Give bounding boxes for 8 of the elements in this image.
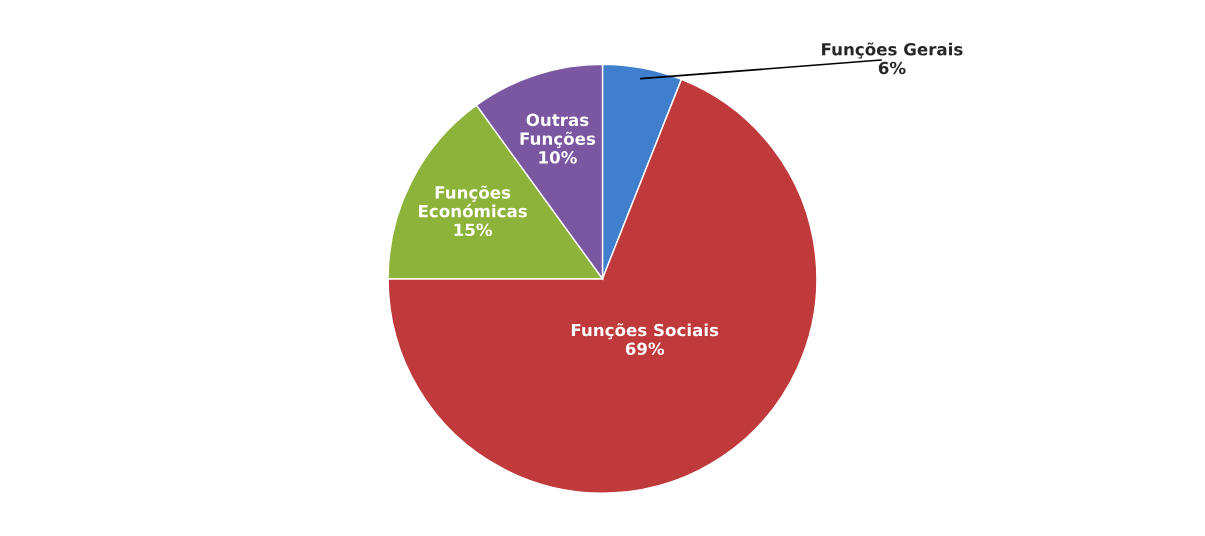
slice-label: Funções Gerais <box>822 42 963 59</box>
data-label: 69% <box>625 342 665 355</box>
data-label: 6% <box>878 61 906 75</box>
slice-label: Funções Económicas <box>419 185 527 218</box>
data-label: 10% <box>539 151 577 164</box>
slice-label: Outras Funções <box>520 113 596 148</box>
slice-label: Funções Sociais <box>571 323 719 340</box>
data-label: 15% <box>454 223 493 237</box>
